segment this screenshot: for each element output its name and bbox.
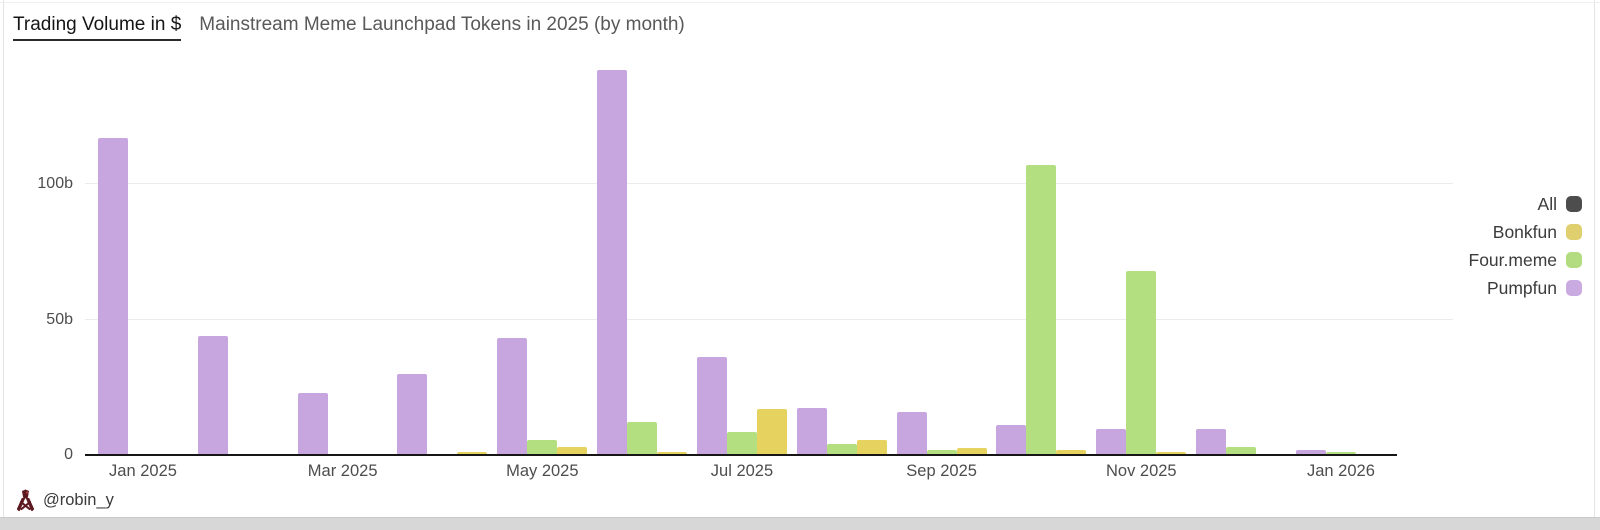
bar-pumpfun-jul-2025[interactable] (696, 357, 727, 455)
gridline-50b (85, 318, 1453, 320)
legend-item-bonkfun[interactable]: Bonkfun (1469, 218, 1582, 246)
bar-pumpfun-apr-2025[interactable] (397, 373, 428, 455)
bar-pumpfun-jun-2025[interactable] (597, 70, 628, 455)
legend-swatch-pumpfun (1566, 280, 1582, 296)
legend-label: Bonkfun (1492, 221, 1557, 242)
bar-pumpfun-feb-2025[interactable] (197, 335, 228, 455)
bar-bonkfun-jun-2025[interactable] (657, 451, 688, 455)
legend-swatch-bonkfun (1566, 224, 1582, 240)
x-axis-tick-label-mar-2025: Mar 2025 (307, 462, 378, 480)
chart-header: Trading Volume in $ Mainstream Meme Launc… (13, 14, 685, 41)
bar-pumpfun-may-2025[interactable] (497, 338, 528, 455)
bar-pumpfun-jan-2026[interactable] (1295, 449, 1326, 455)
bottom-page-strip (0, 517, 1600, 530)
bar-bonkfun-jul-2025[interactable] (756, 408, 787, 455)
legend-label: All (1537, 193, 1557, 214)
legend-item-all[interactable]: All (1469, 190, 1582, 218)
bar-fourmeme-oct-2025[interactable] (1026, 165, 1057, 455)
bar-fourmeme-sep-2025[interactable] (926, 449, 957, 455)
legend-item-fourmeme[interactable]: Four.meme (1468, 246, 1582, 274)
bar-fourmeme-jun-2025[interactable] (627, 422, 658, 455)
page-subtitle: Mainstream Meme Launchpad Tokens in 2025… (199, 14, 685, 35)
bar-pumpfun-oct-2025[interactable] (996, 425, 1027, 455)
footer-handle: @robin_y (43, 491, 114, 509)
x-axis-line (85, 454, 1397, 456)
robin-logo-icon (16, 489, 35, 512)
x-axis-tick-label-may-2025: May 2025 (506, 462, 579, 480)
bar-bonkfun-may-2025[interactable] (557, 446, 588, 455)
gridline-100b (85, 183, 1453, 184)
bar-fourmeme-aug-2025[interactable] (826, 444, 857, 455)
x-axis-tick-label-sep-2025: Sep 2025 (906, 462, 977, 480)
page-title[interactable]: Trading Volume in $ (13, 14, 182, 41)
legend-label: Four.meme (1468, 249, 1558, 270)
x-axis-tick-label-jan-2026: Jan 2026 (1307, 462, 1375, 480)
legend-label: Pumpfun (1486, 277, 1557, 298)
y-axis-tick-label-100b: 100b (37, 175, 73, 192)
y-axis-tick-label-50b: 50b (46, 310, 73, 328)
bar-pumpfun-nov-2025[interactable] (1096, 429, 1127, 455)
bar-fourmeme-dec-2025[interactable] (1226, 446, 1257, 455)
legend-item-pumpfun[interactable]: Pumpfun (1469, 274, 1582, 302)
bar-bonkfun-nov-2025[interactable] (1156, 452, 1187, 455)
bar-bonkfun-aug-2025[interactable] (856, 440, 887, 455)
left-edge-border (3, 0, 4, 517)
bar-pumpfun-dec-2025[interactable] (1196, 429, 1227, 455)
bar-bonkfun-oct-2025[interactable] (1056, 449, 1087, 455)
y-axis-tick-label-0: 0 (64, 446, 73, 463)
chart-legend: All Bonkfun Four.meme Pumpfun (1468, 190, 1582, 302)
top-edge-border (0, 2, 1600, 3)
legend-swatch-all (1566, 196, 1582, 212)
bar-fourmeme-may-2025[interactable] (527, 440, 558, 455)
bar-pumpfun-mar-2025[interactable] (297, 392, 328, 455)
bar-pumpfun-jan-2025[interactable] (98, 137, 128, 455)
legend-swatch-fourmeme (1566, 252, 1582, 268)
bar-fourmeme-jan-2026[interactable] (1325, 451, 1356, 455)
bar-fourmeme-nov-2025[interactable] (1126, 270, 1157, 455)
bar-pumpfun-aug-2025[interactable] (796, 407, 827, 455)
plot-area: 0 50b 100b Jan 2025 Mar 2025 May 2025 Jul 2025… (37, 58, 1453, 480)
footer: @robin_y (15, 489, 114, 512)
bar-bonkfun-apr-2025[interactable] (457, 452, 488, 455)
bar-fourmeme-jul-2025[interactable] (726, 431, 757, 455)
bar-pumpfun-sep-2025[interactable] (896, 411, 927, 455)
x-axis-tick-label-jan-2025: Jan 2025 (109, 462, 177, 480)
bar-bonkfun-sep-2025[interactable] (956, 448, 987, 455)
x-axis-tick-label-jul-2025: Jul 2025 (710, 462, 774, 480)
right-edge-border (1594, 0, 1595, 517)
x-axis-tick-label-nov-2025: Nov 2025 (1105, 462, 1177, 480)
